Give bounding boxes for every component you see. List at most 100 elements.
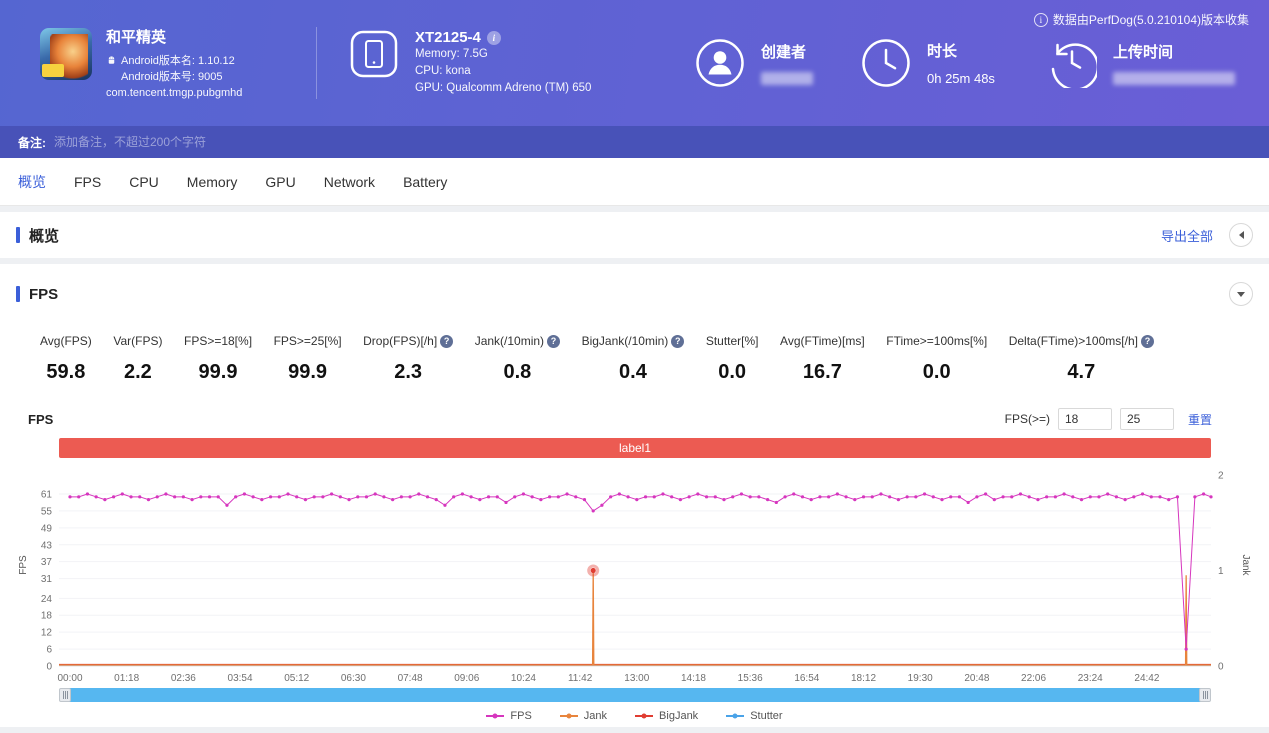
app-info: 和平精英 Android版本名: 1.10.12 Android版本号: 900…: [106, 26, 242, 101]
creator-block: 创建者: [695, 38, 861, 88]
device-gpu: GPU: Qualcomm Adreno (TM) 650: [415, 82, 592, 94]
device-info: XT2125-4 i Memory: 7.5G CPU: kona GPU: Q…: [415, 29, 591, 97]
svg-text:18:12: 18:12: [851, 673, 876, 684]
svg-text:14:18: 14:18: [681, 673, 706, 684]
svg-text:37: 37: [41, 557, 53, 568]
help-icon[interactable]: ?: [1140, 334, 1154, 348]
app-version-code: Android版本号: 9005: [106, 69, 242, 85]
triangle-down-icon: [1237, 291, 1245, 301]
collect-info: i 数据由PerfDog(5.0.210104)版本收集: [1033, 11, 1249, 28]
help-icon[interactable]: ?: [440, 334, 454, 348]
overview-title-wrap: 概览: [16, 225, 59, 246]
series-jank: [59, 570, 1211, 666]
duration-label: 时长: [927, 43, 958, 60]
title-accent-bar: [16, 286, 20, 302]
device-model: XT2125-4: [415, 29, 481, 46]
collect-info-text: 数据由PerfDog(5.0.210104)版本收集: [1052, 13, 1249, 27]
svg-text:13:00: 13:00: [624, 673, 649, 684]
metric-value-jank: 0.8: [503, 361, 532, 383]
note-input[interactable]: [54, 135, 574, 149]
metric-delta-ftime: Delta(FTime)>100ms[/h]? 4.7: [1009, 334, 1154, 384]
legend-bigjank[interactable]: BigJank: [635, 710, 698, 722]
history-clock-icon: [1051, 43, 1097, 88]
metric-avg-fps: Avg(FPS) 59.8: [40, 334, 92, 384]
app-icon-badge: [42, 63, 64, 77]
svg-text:24: 24: [41, 594, 53, 605]
tab-gpu[interactable]: GPU: [265, 173, 296, 190]
metric-label-avg-ftime: Avg(FTime)[ms]: [780, 334, 865, 348]
svg-text:16:54: 16:54: [794, 673, 819, 684]
metric-label-ftime-ge-100: FTime>=100ms[%]: [886, 334, 988, 348]
duration-value: 0h 25m 48s: [927, 71, 995, 86]
tab-fps[interactable]: FPS: [74, 173, 102, 190]
metric-value-delta-ftime: 4.7: [1067, 361, 1096, 383]
person-icon: [696, 39, 744, 87]
svg-text:FPS: FPS: [18, 555, 29, 575]
header-divider: [316, 27, 317, 99]
legend-jank[interactable]: Jank: [559, 710, 608, 722]
metric-label-delta-ftime: Delta(FTime)>100ms[/h]?: [1009, 334, 1154, 348]
clock-icon: [862, 39, 910, 87]
upload-label: 上传时间: [1113, 44, 1174, 61]
threshold-group: FPS(>=) 重置: [1005, 408, 1212, 430]
overview-title: 概览: [29, 227, 60, 245]
collapse-left-button[interactable]: [1229, 223, 1253, 247]
title-accent-bar: [16, 227, 20, 243]
tab-battery[interactable]: Battery: [403, 173, 448, 190]
device-info-icon[interactable]: i: [486, 30, 501, 45]
metric-jank: Jank(/10min)? 0.8: [475, 334, 561, 384]
threshold-low-input[interactable]: [1057, 408, 1112, 430]
collapse-down-button[interactable]: [1229, 282, 1253, 306]
tab-overview[interactable]: 概览: [18, 173, 46, 190]
device-cpu: CPU: kona: [415, 65, 471, 77]
metric-bigjank: BigJank(/10min)? 0.4: [582, 334, 685, 384]
scrollbar-left-handle[interactable]: [59, 688, 71, 702]
svg-text:22:06: 22:06: [1021, 673, 1046, 684]
svg-text:1: 1: [1218, 566, 1224, 577]
svg-text:12: 12: [41, 628, 53, 639]
svg-text:03:54: 03:54: [228, 673, 253, 684]
svg-text:31: 31: [41, 574, 53, 585]
y-axis-left: 0 6 12 18 24 31 37 43 49 55 61 FPS: [18, 490, 52, 673]
svg-text:43: 43: [41, 540, 53, 551]
upload-block: 上传时间: [1047, 38, 1269, 88]
legend-label: Jank: [583, 710, 608, 722]
x-axis: 00:00 01:18 02:36 03:54 05:12 06:30 07:48 09:06…: [57, 673, 1159, 684]
metric-value-avg-ftime: 16.7: [802, 361, 842, 383]
legend-stutter[interactable]: Stutter: [726, 710, 783, 722]
metric-var-fps: Var(FPS) 2.2: [113, 334, 162, 384]
metric-drop-fps: Drop(FPS)[/h]? 2.3: [363, 334, 454, 384]
legend-fps[interactable]: FPS: [486, 710, 532, 722]
legend-label: BigJank: [659, 710, 699, 722]
tab-cpu[interactable]: CPU: [129, 173, 159, 190]
fps-section-title: FPS: [29, 285, 59, 303]
legend-swatch: [635, 713, 654, 719]
creator-value-redacted: [761, 72, 813, 85]
svg-text:2: 2: [1218, 471, 1224, 482]
help-icon[interactable]: ?: [547, 334, 561, 348]
legend-label: Stutter: [750, 710, 783, 722]
svg-text:24:42: 24:42: [1134, 673, 1159, 684]
svg-text:55: 55: [41, 506, 53, 517]
metric-value-ftime-ge-100: 0.0: [922, 361, 951, 383]
legend-swatch: [726, 713, 745, 719]
upload-value-redacted: [1113, 72, 1235, 85]
scrollbar-right-handle[interactable]: [1199, 688, 1211, 702]
reset-link[interactable]: 重置: [1187, 412, 1212, 427]
tab-memory[interactable]: Memory: [186, 173, 238, 190]
svg-text:11:42: 11:42: [568, 673, 593, 684]
metric-fps-ge-18: FPS>=18[%] 99.9: [184, 334, 252, 384]
metric-value-avg-fps: 59.8: [46, 361, 86, 383]
threshold-high-input[interactable]: [1119, 408, 1174, 430]
metric-label-stutter: Stutter[%]: [705, 334, 759, 348]
svg-text:19:30: 19:30: [908, 673, 933, 684]
help-icon[interactable]: ?: [671, 334, 685, 348]
svg-text:23:24: 23:24: [1078, 673, 1103, 684]
app-version-name: Android版本名: 1.10.12: [106, 53, 242, 69]
tab-network[interactable]: Network: [323, 173, 376, 190]
export-all-link[interactable]: 导出全部: [1160, 228, 1213, 244]
threshold-label: FPS(>=): [1004, 412, 1050, 426]
app-name: 和平精英: [106, 28, 167, 46]
chart-range-scrollbar[interactable]: [59, 688, 1211, 702]
